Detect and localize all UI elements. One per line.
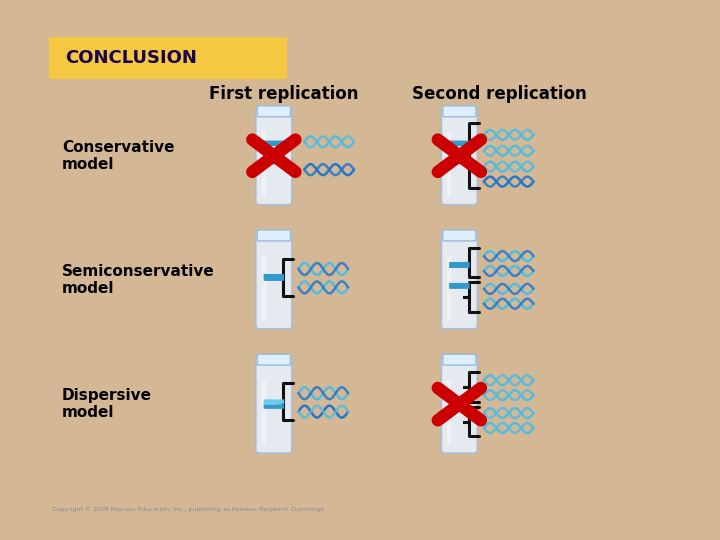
FancyBboxPatch shape	[443, 354, 476, 365]
FancyBboxPatch shape	[257, 354, 290, 365]
FancyBboxPatch shape	[257, 106, 290, 117]
FancyBboxPatch shape	[441, 107, 477, 205]
FancyBboxPatch shape	[441, 355, 477, 453]
FancyBboxPatch shape	[264, 400, 284, 404]
Text: Copyright © 2008 Pearson Education, Inc., publishing as Pearson Benjamin Cumming: Copyright © 2008 Pearson Education, Inc.…	[52, 507, 324, 512]
Text: CONCLUSION: CONCLUSION	[66, 49, 197, 67]
Text: Semiconservative
model: Semiconservative model	[62, 264, 215, 296]
Bar	[447, 256, 451, 321]
FancyBboxPatch shape	[264, 274, 284, 281]
FancyBboxPatch shape	[264, 404, 284, 409]
FancyBboxPatch shape	[449, 404, 469, 409]
FancyBboxPatch shape	[443, 106, 476, 117]
FancyBboxPatch shape	[264, 140, 284, 146]
FancyBboxPatch shape	[449, 283, 469, 289]
Text: First replication: First replication	[209, 85, 359, 103]
FancyBboxPatch shape	[441, 231, 477, 329]
FancyBboxPatch shape	[256, 231, 292, 329]
FancyBboxPatch shape	[264, 157, 284, 164]
Text: Dispersive
model: Dispersive model	[62, 388, 152, 420]
FancyBboxPatch shape	[449, 157, 469, 164]
FancyBboxPatch shape	[443, 230, 476, 241]
FancyBboxPatch shape	[49, 37, 287, 79]
Bar	[262, 256, 266, 321]
Bar	[262, 381, 266, 445]
Text: Second replication: Second replication	[412, 85, 587, 103]
Bar	[447, 132, 451, 197]
Bar	[262, 132, 266, 197]
Text: Conservative
model: Conservative model	[62, 139, 174, 172]
Bar	[447, 381, 451, 445]
FancyBboxPatch shape	[256, 355, 292, 453]
FancyBboxPatch shape	[449, 262, 469, 268]
FancyBboxPatch shape	[256, 107, 292, 205]
FancyBboxPatch shape	[257, 230, 290, 241]
FancyBboxPatch shape	[449, 400, 469, 404]
FancyBboxPatch shape	[449, 140, 469, 146]
